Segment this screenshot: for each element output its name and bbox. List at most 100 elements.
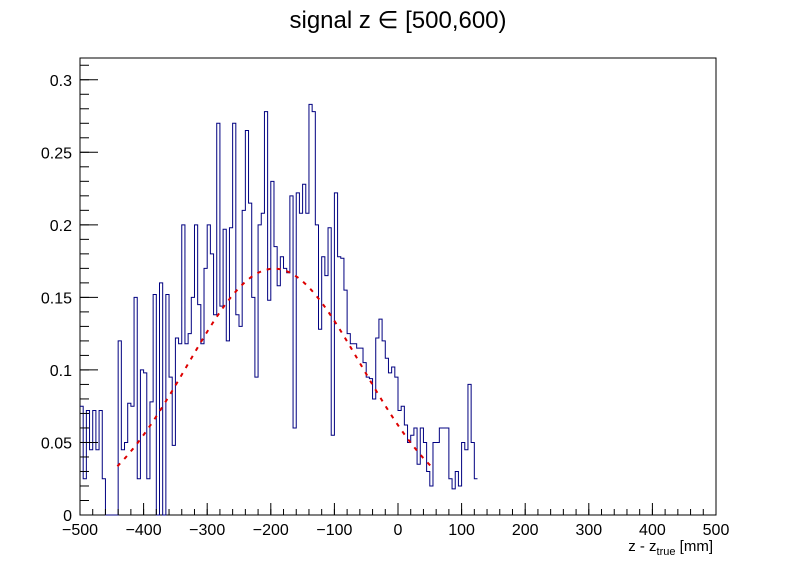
histogram-bin	[360, 348, 363, 515]
histogram-bin	[182, 225, 185, 515]
y-tick-label: 0.1	[50, 363, 72, 380]
histogram-bin	[220, 306, 223, 515]
histogram-bin	[468, 384, 471, 515]
histogram-bin	[280, 257, 283, 515]
histogram-bin	[430, 486, 433, 515]
histogram-bin	[408, 442, 411, 515]
y-tick-label: 0	[63, 508, 72, 525]
histogram-bin	[443, 428, 446, 515]
histogram-bin	[379, 319, 382, 515]
histogram-bin	[392, 367, 395, 515]
axes: −500 −400 −300 −200 −100 0 100 200 300 400 500 0 0.0…	[41, 64, 729, 539]
x-tick-label: 100	[448, 522, 475, 539]
histogram-bin	[121, 450, 124, 515]
x-tick-label: −200	[253, 522, 289, 539]
histogram-bin	[217, 123, 220, 515]
x-tick-label: 300	[575, 522, 602, 539]
histogram-bin	[239, 326, 242, 515]
histogram-bin	[264, 112, 267, 515]
histogram-bin	[446, 428, 449, 515]
histogram-bin	[385, 358, 388, 515]
histogram-bin	[210, 254, 213, 515]
histogram-series	[80, 103, 478, 516]
histogram-bin	[245, 131, 248, 515]
histogram-bin	[344, 290, 347, 515]
histogram-bin	[328, 228, 331, 515]
y-tick-label: 0.25	[41, 145, 72, 162]
histogram-bin	[147, 479, 150, 515]
histogram-bin	[188, 334, 191, 515]
histogram-bin	[471, 442, 474, 515]
histogram-bin	[274, 247, 277, 515]
x-tick-label: 200	[512, 522, 539, 539]
y-tick-label: 0.05	[41, 435, 72, 452]
histogram-bin	[309, 104, 312, 515]
histogram-bin	[350, 344, 353, 515]
histogram-bin	[261, 213, 264, 515]
histogram-bin	[137, 479, 140, 515]
histogram-bin	[268, 300, 271, 515]
histogram-bin	[214, 315, 217, 515]
histogram-bin	[401, 406, 404, 515]
histogram-bin	[185, 344, 188, 515]
histogram-bin	[369, 379, 372, 515]
histogram-bin	[338, 257, 341, 515]
histogram-bin	[334, 193, 337, 515]
histogram-bin	[134, 297, 137, 515]
histogram-bin	[465, 450, 468, 515]
histogram-bin	[93, 411, 96, 515]
histogram-bin	[322, 257, 325, 515]
histogram-bin	[382, 341, 385, 515]
histogram-bin	[96, 450, 99, 515]
histogram-bin	[290, 196, 293, 515]
histogram-bin	[277, 286, 280, 515]
histogram-bin	[353, 344, 356, 515]
histogram-bin	[150, 402, 153, 515]
histogram-bin	[357, 348, 360, 515]
x-tick-label: 0	[394, 522, 403, 539]
histogram-bin	[315, 225, 318, 515]
chart-title: signal z ∈ [500,600)	[289, 7, 506, 34]
histogram-bin	[341, 258, 344, 515]
histogram-bin	[423, 442, 426, 515]
histogram-bin	[303, 184, 306, 515]
histogram-bin	[312, 112, 315, 515]
histogram-bin	[223, 229, 226, 515]
plot-area	[79, 57, 717, 516]
histogram-bin	[153, 294, 156, 515]
histogram-bin	[140, 370, 143, 515]
histogram-bin	[271, 181, 274, 515]
histogram-bin	[131, 406, 134, 515]
histogram-outline	[80, 103, 478, 516]
histogram-bin	[411, 435, 414, 515]
x-tick-label: −300	[189, 522, 225, 539]
histogram-bin	[99, 411, 102, 515]
y-tick-label: 0.15	[41, 290, 72, 307]
histogram-bin	[452, 489, 455, 515]
histogram-bin	[439, 428, 442, 515]
histogram-bin	[86, 411, 89, 515]
histogram-bin	[287, 273, 290, 515]
histogram-bin	[455, 471, 458, 515]
histogram-bin	[417, 464, 420, 515]
histogram-bin	[179, 344, 182, 515]
histogram-bin	[166, 294, 169, 515]
histogram-bin	[319, 329, 322, 515]
x-axis-label-subscript: true	[657, 546, 676, 558]
histogram-bin	[160, 283, 163, 515]
histogram-bin	[376, 338, 379, 515]
histogram-bin	[198, 305, 201, 515]
histogram-bin	[83, 479, 86, 515]
histogram-bin	[373, 399, 376, 515]
histogram-bin	[125, 442, 128, 515]
histogram-bin	[284, 268, 287, 515]
histogram-bin	[236, 315, 239, 515]
plot-frame	[79, 57, 717, 516]
x-tick-label: 400	[639, 522, 666, 539]
histogram-bin	[80, 406, 83, 515]
histogram-bin	[169, 377, 172, 515]
histogram-bin	[194, 225, 197, 515]
histogram-bin	[204, 268, 207, 515]
histogram-bin	[363, 363, 366, 515]
